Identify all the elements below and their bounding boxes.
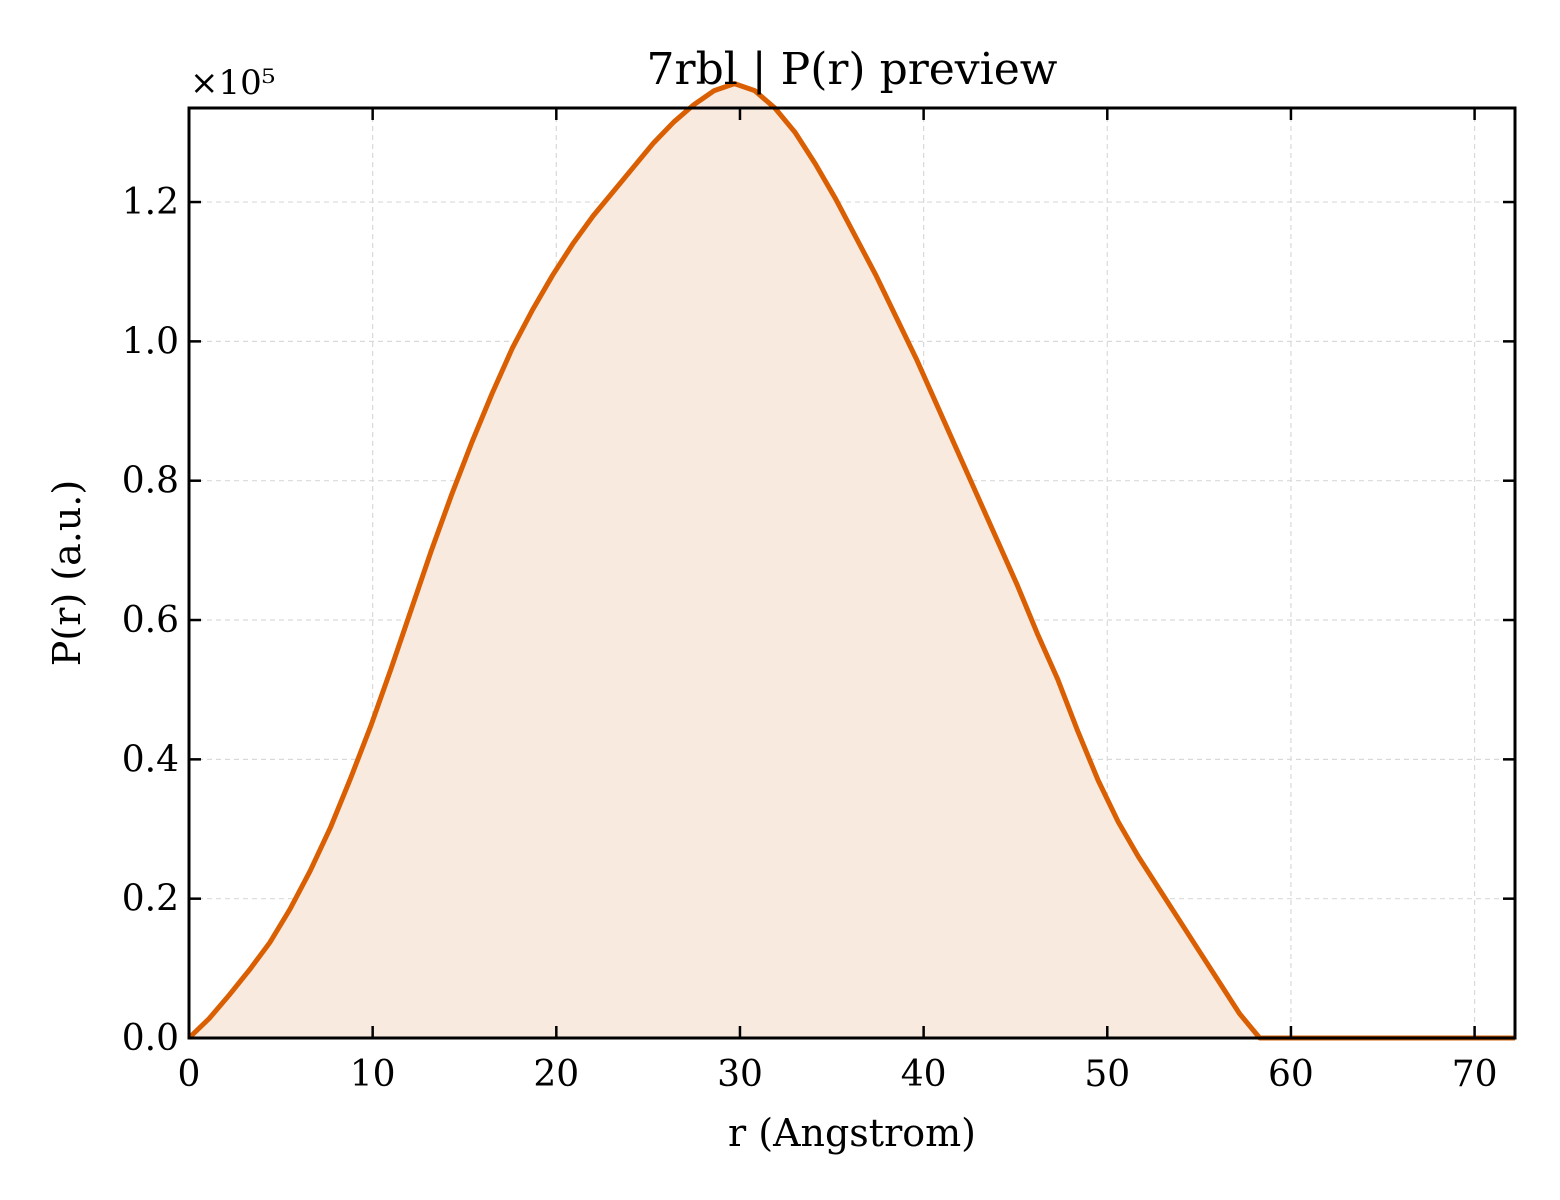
y-tick-label: 0.8 <box>122 461 179 502</box>
x-tick-label: 60 <box>1268 1054 1314 1095</box>
y-tick-label: 0.0 <box>122 1018 179 1059</box>
x-tick-label: 70 <box>1452 1054 1498 1095</box>
x-tick-label: 50 <box>1084 1054 1130 1095</box>
x-axis-label: r (Angstrom) <box>728 1111 976 1155</box>
y-tick-label: 1.0 <box>122 321 179 362</box>
y-axis-label: P(r) (a.u.) <box>45 480 89 666</box>
plot-frame <box>187 106 1517 1040</box>
y-tick-label: 0.6 <box>122 600 179 641</box>
chart-title: 7rbl | P(r) preview <box>647 44 1058 95</box>
x-tick-label: 10 <box>350 1054 396 1095</box>
x-tick-label: 20 <box>533 1054 579 1095</box>
y-tick-label: 1.2 <box>122 182 179 223</box>
x-tick-label: 0 <box>178 1054 201 1095</box>
pr-area-fill <box>189 83 1515 1039</box>
y-tick-label: 0.4 <box>122 739 179 780</box>
y-tick-label: 0.2 <box>122 879 179 920</box>
x-axis-ticks: 0 10 20 30 40 50 60 70 <box>178 108 1498 1095</box>
y-axis-ticks: 0.0 0.2 0.4 0.6 0.8 1.0 1.2 <box>122 182 1515 1059</box>
x-tick-label: 40 <box>901 1054 947 1095</box>
y-offset-label: ×10⁵ <box>190 63 275 103</box>
x-tick-label: 30 <box>717 1054 763 1095</box>
